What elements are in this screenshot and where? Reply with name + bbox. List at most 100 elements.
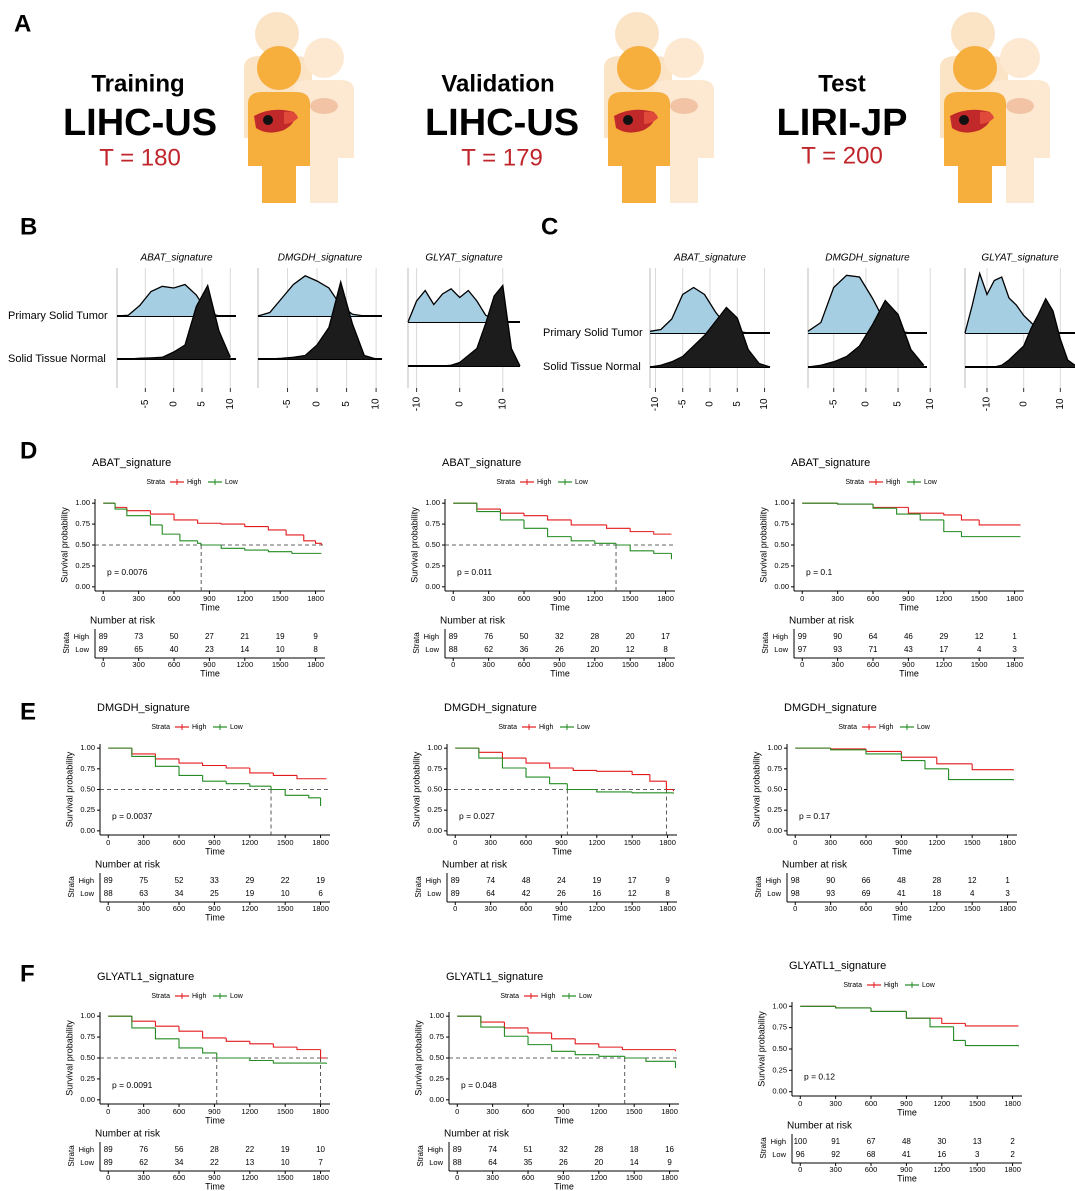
x-tick-label: 0 bbox=[101, 660, 105, 669]
survival-step bbox=[954, 1027, 966, 1041]
y-tick-label: 0.50 bbox=[80, 1053, 95, 1062]
x-tick-label: 600 bbox=[860, 904, 873, 913]
survival-step bbox=[203, 1031, 227, 1038]
risk-count: 14 bbox=[240, 645, 249, 654]
survival-step bbox=[838, 503, 873, 504]
risk-count: 7 bbox=[318, 1158, 323, 1167]
risk-count: 20 bbox=[594, 1158, 603, 1167]
survival-step bbox=[944, 513, 962, 515]
survival-step bbox=[961, 532, 1020, 537]
y-tick-label: 0.25 bbox=[425, 561, 440, 570]
x-axis-label: Time bbox=[892, 846, 912, 856]
km-chart: ABAT_signatureStrataHighLow0.000.250.500… bbox=[409, 457, 675, 678]
x-tick-label: 0 bbox=[793, 904, 797, 913]
survival-step bbox=[477, 503, 501, 511]
survival-step bbox=[226, 1038, 250, 1041]
x-tick-label: 0 bbox=[455, 1107, 459, 1116]
row-label: Solid Tissue Normal bbox=[543, 361, 641, 373]
risk-count: 1 bbox=[1012, 632, 1017, 641]
survival-step bbox=[155, 1021, 179, 1026]
survival-step bbox=[965, 1023, 1018, 1026]
x-tick-label: 300 bbox=[831, 594, 844, 603]
survival-step bbox=[548, 516, 572, 520]
x-axis-label: Time bbox=[205, 846, 225, 856]
x-tick-label: 1200 bbox=[241, 1173, 258, 1182]
risk-count: 12 bbox=[975, 632, 984, 641]
x-axis-label: Time bbox=[892, 912, 912, 922]
survival-step bbox=[965, 1040, 1018, 1045]
x-tick-label: 0 bbox=[1018, 401, 1029, 407]
x-tick-label: 1200 bbox=[236, 594, 253, 603]
risk-count: 74 bbox=[486, 876, 495, 885]
chart-title: ABAT_signature bbox=[791, 457, 870, 469]
x-tick-label: 1200 bbox=[588, 904, 605, 913]
ridge-area bbox=[965, 274, 1075, 334]
x-tick-label: 600 bbox=[522, 1107, 535, 1116]
x-tick-label: -5 bbox=[677, 399, 688, 408]
risk-count: 9 bbox=[665, 876, 670, 885]
survival-step bbox=[920, 514, 944, 520]
y-axis-label: Survival probability bbox=[758, 507, 768, 583]
legend-label: High bbox=[884, 982, 899, 989]
panel-label: D bbox=[20, 437, 37, 464]
survival-step bbox=[179, 1039, 203, 1048]
risk-row-label: Low bbox=[80, 889, 94, 898]
survival-step bbox=[271, 786, 285, 789]
risk-count: 10 bbox=[281, 1158, 290, 1167]
risk-count: 16 bbox=[665, 1145, 674, 1154]
row-label: Primary Solid Tumor bbox=[543, 327, 643, 339]
x-tick-label: 0 bbox=[798, 1165, 802, 1174]
y-tick-label: 0.75 bbox=[429, 1032, 444, 1041]
risk-table-ylabel: Strata bbox=[67, 1145, 76, 1167]
risk-count: 69 bbox=[862, 889, 871, 898]
risk-count: 89 bbox=[451, 876, 460, 885]
y-tick-label: 1.00 bbox=[774, 498, 789, 507]
x-axis-label: Time bbox=[552, 846, 572, 856]
survival-step bbox=[179, 766, 203, 775]
risk-count: 76 bbox=[139, 1145, 148, 1154]
x-tick-label: 1500 bbox=[964, 838, 981, 847]
km-chart: DMGDH_signatureStrataHighLow0.000.250.50… bbox=[751, 702, 1017, 922]
y-tick-label: 0.50 bbox=[774, 540, 789, 549]
x-tick-label: 0 bbox=[106, 1107, 110, 1116]
risk-count: 4 bbox=[970, 889, 975, 898]
y-tick-label: 0.00 bbox=[80, 826, 95, 835]
survival-step bbox=[309, 795, 321, 797]
x-tick-label: 0 bbox=[106, 1173, 110, 1182]
x-tick-label: 1500 bbox=[272, 594, 289, 603]
x-tick-label: 1500 bbox=[626, 1173, 643, 1182]
risk-count: 56 bbox=[175, 1145, 184, 1154]
risk-count: 92 bbox=[831, 1150, 840, 1159]
survival-step bbox=[524, 520, 548, 528]
x-tick-label: 1800 bbox=[312, 838, 329, 847]
legend-title: Strata bbox=[845, 479, 864, 486]
survival-step bbox=[550, 777, 568, 784]
x-tick-label: 300 bbox=[132, 594, 145, 603]
survival-step bbox=[273, 1061, 326, 1064]
risk-count: 50 bbox=[170, 632, 179, 641]
risk-count: 19 bbox=[281, 1145, 290, 1154]
risk-count: 65 bbox=[134, 645, 143, 654]
y-tick-label: 0.25 bbox=[429, 1074, 444, 1083]
risk-row-label: Low bbox=[425, 645, 439, 654]
p-value: p = 0.0037 bbox=[112, 811, 153, 821]
y-tick-label: 0.75 bbox=[75, 519, 90, 528]
y-tick-label: 1.00 bbox=[425, 498, 440, 507]
survival-step bbox=[226, 766, 250, 768]
risk-count: 89 bbox=[104, 1145, 113, 1154]
x-tick-label: 600 bbox=[168, 594, 181, 603]
risk-count: 19 bbox=[245, 889, 254, 898]
survival-step bbox=[285, 790, 309, 796]
y-tick-label: 0.50 bbox=[80, 784, 95, 793]
x-tick-label: 600 bbox=[173, 1173, 186, 1182]
x-tick-label: 300 bbox=[486, 1173, 499, 1182]
survival-step bbox=[180, 534, 198, 541]
survival-step bbox=[622, 1047, 675, 1050]
x-axis-label: Time bbox=[552, 912, 572, 922]
x-tick-label: 1800 bbox=[312, 904, 329, 913]
risk-count: 98 bbox=[791, 889, 800, 898]
x-tick-label: -10 bbox=[650, 396, 661, 411]
risk-count: 4 bbox=[977, 645, 982, 654]
x-tick-label: 300 bbox=[486, 1107, 499, 1116]
survival-step bbox=[273, 773, 297, 775]
